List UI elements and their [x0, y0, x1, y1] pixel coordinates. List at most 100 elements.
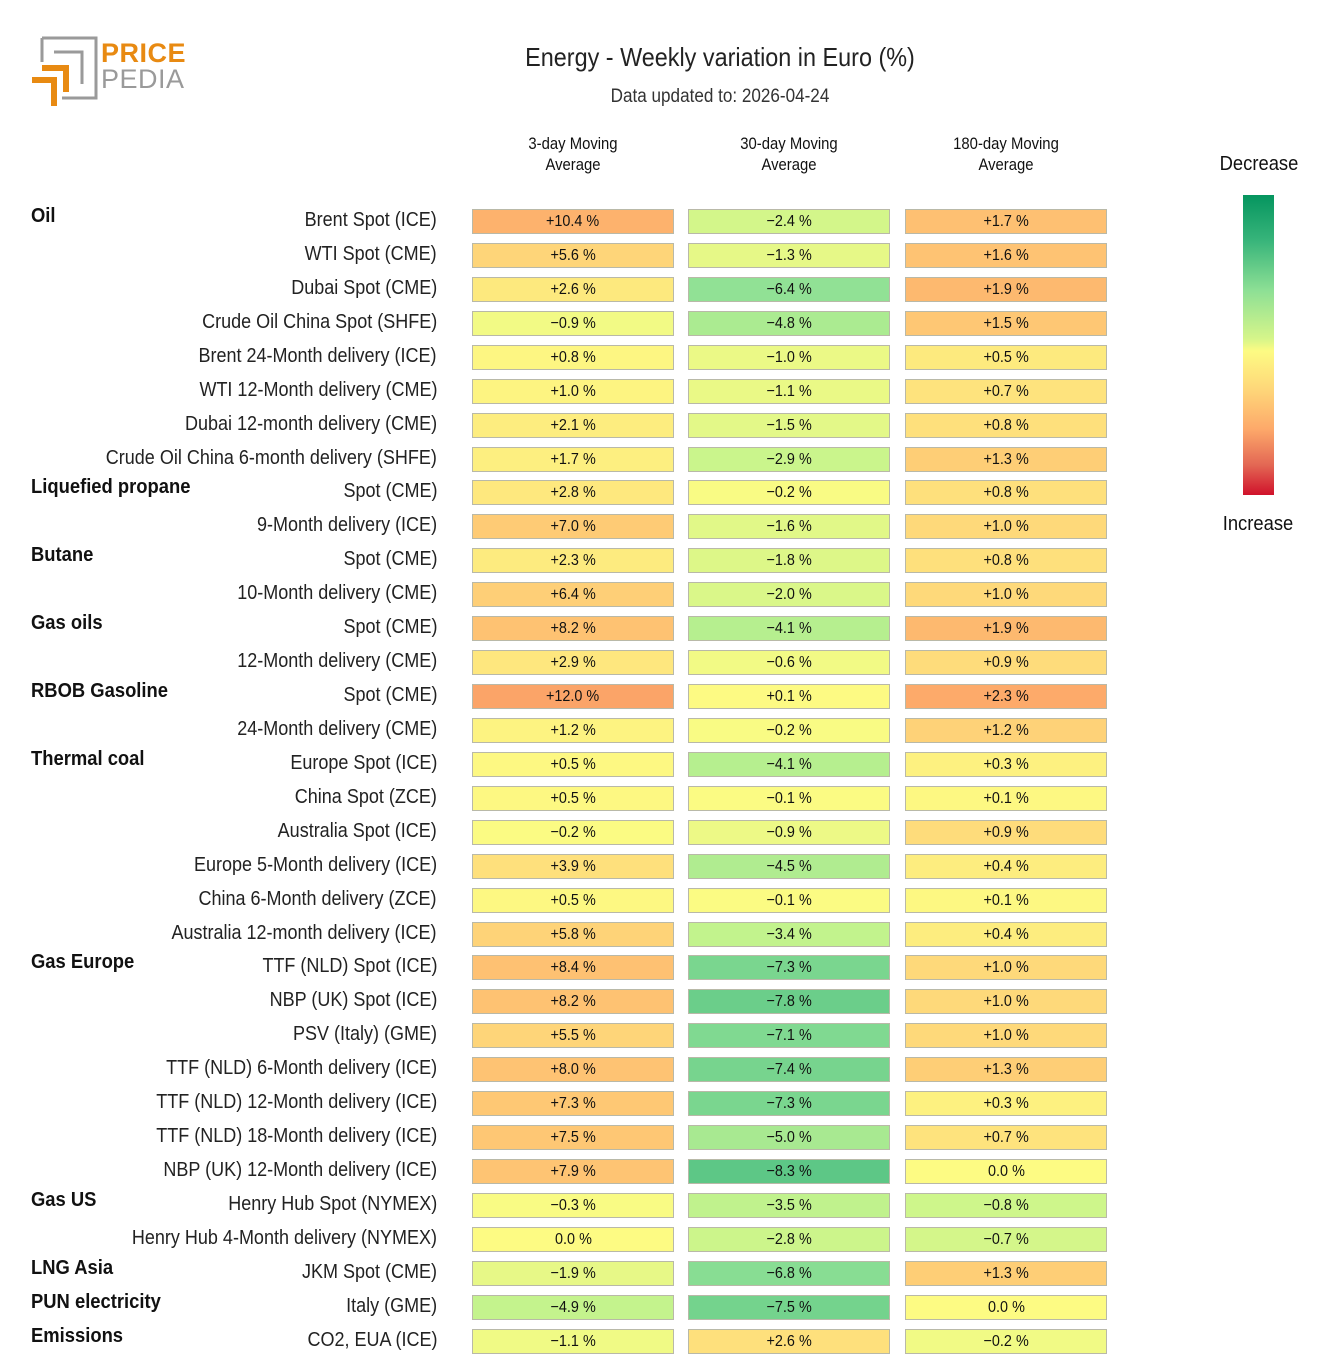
- row-label: Spot (CME): [342, 548, 437, 571]
- cell-value-label: +0.8 %: [983, 552, 1029, 570]
- cell-value-label: +5.8 %: [550, 925, 596, 943]
- cell-value-label: −7.3 %: [766, 959, 812, 977]
- group-label-lng-asia: LNG Asia: [31, 1256, 114, 1279]
- cell-value-label: +1.2 %: [550, 721, 596, 739]
- heatmap-cell: −6.4 %: [688, 276, 890, 302]
- heatmap-cell: +0.1 %: [688, 684, 890, 710]
- heatmap-cell: −1.6 %: [688, 514, 890, 540]
- cell-value-label: +7.3 %: [550, 1095, 596, 1113]
- heatmap-cell: −0.7 %: [905, 1226, 1107, 1252]
- cell-value-label: −0.8 %: [983, 1196, 1029, 1214]
- cell-value-label: +8.4 %: [550, 959, 596, 977]
- row-label: 24-Month delivery (CME): [236, 717, 437, 740]
- heatmap-cell: +0.5 %: [472, 785, 674, 811]
- cell-value-label: +0.8 %: [983, 416, 1029, 434]
- cell-value-label: +0.9 %: [983, 654, 1029, 672]
- legend-increase-label: Increase: [1222, 513, 1294, 535]
- cell-value-label: −0.9 %: [550, 314, 596, 332]
- heatmap-cell: +0.5 %: [472, 887, 674, 913]
- cell-value-label: +1.5 %: [983, 314, 1029, 332]
- heatmap-cell: −7.1 %: [688, 1023, 890, 1049]
- row-label: 12-Month delivery (CME): [236, 650, 437, 673]
- heatmap-cell: +3.9 %: [472, 853, 674, 879]
- cell-value-label: +7.9 %: [550, 1163, 596, 1181]
- heatmap-cell: −2.4 %: [688, 209, 890, 234]
- legend-decrease-label: Decrease: [1219, 153, 1299, 175]
- cell-value-label: +1.9 %: [983, 280, 1029, 298]
- row-label: Henry Hub 4-Month delivery (NYMEX): [131, 1226, 437, 1249]
- heatmap-cell: −4.1 %: [688, 751, 890, 777]
- heatmap-cell: +1.0 %: [905, 514, 1107, 540]
- row-label: TTF (NLD) 18-Month delivery (ICE): [155, 1125, 437, 1148]
- heatmap-cell: −4.8 %: [688, 310, 890, 336]
- heatmap-cell: −7.5 %: [688, 1294, 890, 1320]
- heatmap-cell: −3.4 %: [688, 921, 890, 947]
- heatmap-cell: +5.6 %: [472, 242, 674, 268]
- group-label-gas-europe: Gas Europe: [31, 951, 135, 974]
- heatmap-cell: −2.9 %: [688, 446, 890, 472]
- column-header-line1: 30-day Moving: [740, 135, 838, 153]
- chart-title: Energy - Weekly variation in Euro (%): [525, 42, 915, 72]
- cell-value-label: −0.7 %: [983, 1230, 1029, 1248]
- cell-value-label: +2.8 %: [550, 484, 596, 502]
- cell-value-label: +0.5 %: [550, 755, 596, 773]
- row-label: 9-Month delivery (ICE): [256, 514, 437, 537]
- group-label-liquefied-propane: Liquefied propane: [31, 476, 191, 499]
- cell-value-label: +0.4 %: [983, 925, 1029, 943]
- row-label: Crude Oil China Spot (SHFE): [201, 310, 437, 333]
- cell-value-label: +5.6 %: [550, 246, 596, 264]
- column-header-30day: 30-day Moving Average: [698, 134, 880, 176]
- cell-value-label: +0.1 %: [983, 789, 1029, 807]
- heatmap-cell: +1.0 %: [472, 378, 674, 404]
- heatmap-cell: −2.8 %: [688, 1226, 890, 1252]
- cell-value-label: +1.0 %: [550, 382, 596, 400]
- cell-value-label: −0.2 %: [983, 1332, 1029, 1350]
- row-label: Australia 12-month delivery (ICE): [171, 921, 437, 944]
- heatmap-cell: −1.8 %: [688, 548, 890, 574]
- cell-value-label: +0.8 %: [550, 348, 596, 366]
- row-label: TTF (NLD) 12-Month delivery (ICE): [155, 1091, 437, 1114]
- row-label: Brent Spot (ICE): [304, 209, 437, 231]
- heatmap-cell: −2.0 %: [688, 582, 890, 608]
- cell-value-label: +0.8 %: [983, 484, 1029, 502]
- heatmap-cell: −1.0 %: [688, 344, 890, 370]
- heatmap-cell: +0.4 %: [905, 921, 1107, 947]
- cell-value-label: +1.0 %: [983, 959, 1029, 977]
- cell-value-label: −1.3 %: [766, 246, 812, 264]
- group-label-oil: Oil: [31, 205, 56, 227]
- cell-value-label: +1.0 %: [983, 993, 1029, 1011]
- heatmap-cell: −8.3 %: [688, 1159, 890, 1185]
- row-label: Europe Spot (ICE): [289, 751, 437, 774]
- cell-value-label: +0.7 %: [983, 1129, 1029, 1147]
- cell-value-label: +2.9 %: [550, 654, 596, 672]
- row-label: China Spot (ZCE): [294, 785, 437, 808]
- logo-text-pedia: PEDIA: [101, 64, 185, 94]
- heatmap-cell: +2.3 %: [905, 684, 1107, 710]
- heatmap-cell: +0.8 %: [905, 480, 1107, 506]
- cell-value-label: −1.8 %: [766, 552, 812, 570]
- logo-text-price: PRICE: [101, 38, 187, 68]
- heatmap-cell: +2.9 %: [472, 650, 674, 676]
- heatmap-cell: −4.5 %: [688, 853, 890, 879]
- column-header-line2: Average: [545, 156, 601, 174]
- heatmap-cell: −0.2 %: [905, 1328, 1107, 1354]
- heatmap-cell: +7.9 %: [472, 1159, 674, 1185]
- row-label: Brent 24-Month delivery (ICE): [198, 344, 437, 367]
- cell-value-label: −7.5 %: [766, 1298, 812, 1316]
- heatmap-cell: +1.3 %: [905, 1260, 1107, 1286]
- cell-value-label: −6.4 %: [766, 280, 812, 298]
- heatmap-cell: +5.5 %: [472, 1023, 674, 1049]
- heatmap-cell: −0.8 %: [905, 1192, 1107, 1218]
- cell-value-label: −1.0 %: [766, 348, 812, 366]
- heatmap-cell: +0.8 %: [472, 344, 674, 370]
- cell-value-label: +0.9 %: [983, 823, 1029, 841]
- cell-value-label: −1.9 %: [550, 1264, 596, 1282]
- heatmap-cell: +7.5 %: [472, 1125, 674, 1151]
- cell-value-label: +0.5 %: [550, 891, 596, 909]
- cell-value-label: +1.6 %: [983, 246, 1029, 264]
- heatmap-cell: +8.2 %: [472, 989, 674, 1015]
- cell-value-label: −1.1 %: [550, 1332, 596, 1350]
- heatmap-cell: +0.5 %: [472, 751, 674, 777]
- group-label-butane: Butane: [31, 544, 94, 567]
- group-label-pun-electricity: PUN electricity: [31, 1290, 161, 1313]
